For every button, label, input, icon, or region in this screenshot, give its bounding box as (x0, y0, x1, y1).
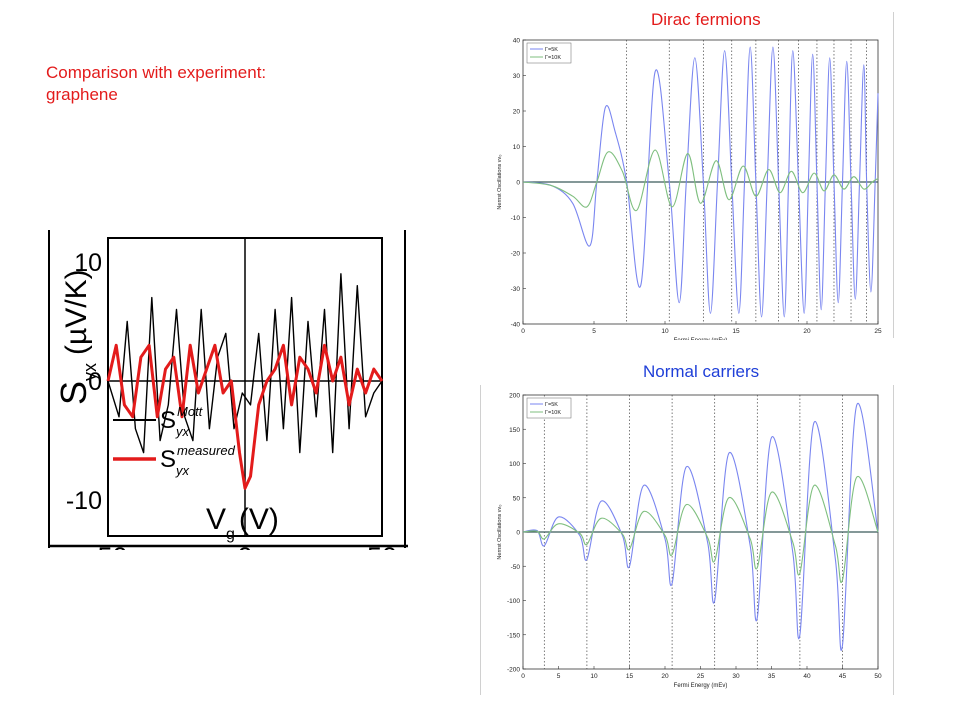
x-tick-label: 20 (803, 328, 811, 335)
y-tick-label: 200 (509, 393, 520, 400)
x-tick-label: 0 (237, 542, 252, 550)
series-line-measured (106, 343, 384, 490)
x-tick-label: 10 (590, 673, 598, 680)
heading-line-2: graphene (46, 85, 118, 104)
panel-divider (893, 12, 894, 338)
legend-box (526, 397, 572, 419)
y-tick-label: 50 (513, 495, 521, 502)
y-tick-label: 40 (513, 38, 521, 45)
y-axis-label: Syx(µV/K) (53, 269, 100, 405)
x-tick-label: 25 (874, 328, 882, 335)
series-line-5K (522, 402, 879, 651)
legend-label: SMott yx (160, 404, 204, 439)
y-tick-label: -10 (511, 215, 521, 222)
y-tick-label: -10 (66, 487, 102, 515)
legend-label: Γ=5K (545, 402, 558, 408)
x-tick-label: 10 (661, 328, 669, 335)
legend-label: Γ=10K (545, 55, 561, 61)
panel-divider (480, 385, 481, 695)
y-tick-label: 100 (509, 461, 520, 468)
y-tick-label: -40 (511, 322, 521, 329)
series-line-10K (522, 476, 879, 583)
y-tick-label: 150 (509, 427, 520, 434)
y-tick-label: -150 (507, 632, 520, 639)
y-tick-label: 30 (513, 73, 521, 80)
x-axis-label: Fermi Energy (mEv) (674, 683, 728, 689)
x-tick-label: 15 (626, 673, 634, 680)
panel-divider (893, 385, 894, 695)
x-tick-label: 30 (732, 673, 740, 680)
x-tick-label: 45 (839, 673, 847, 680)
y-tick-label: -30 (511, 286, 521, 293)
y-tick-label: -200 (507, 667, 520, 674)
y-tick-label: -50 (511, 564, 521, 571)
legend-label: Smeasured yx (160, 443, 236, 478)
legend-label: Γ=5K (545, 47, 558, 53)
y-tick-label: 0 (516, 530, 520, 537)
page-heading: Comparison with experiment: graphene (46, 62, 266, 106)
series-line-5K (522, 46, 879, 318)
x-tick-label: 0 (521, 328, 525, 335)
x-tick-label: 5 (557, 673, 561, 680)
series-line-mott (107, 273, 383, 454)
y-tick-label: 20 (513, 109, 521, 116)
y-tick-label: -100 (507, 598, 520, 605)
x-tick-label: 5 (592, 328, 596, 335)
dirac-chart-title: Dirac fermions (651, 10, 761, 29)
x-tick-label: 50 (874, 673, 882, 680)
x-tick-label: 20 (661, 673, 669, 680)
x-axis-label: Fermi Energy (mEv) (674, 338, 728, 340)
legend-box (526, 42, 572, 64)
y-tick-label: 10 (74, 249, 102, 277)
y-tick-label: -20 (511, 251, 521, 258)
series-line-10K (522, 149, 879, 211)
x-tick-label: 35 (768, 673, 776, 680)
x-tick-label: 15 (732, 328, 740, 335)
x-tick-label: 40 (803, 673, 811, 680)
y-tick-label: 10 (513, 144, 521, 151)
heading-line-1: Comparison with experiment: (46, 63, 267, 82)
x-axis-label: Vg (V) (206, 503, 279, 543)
x-tick-label: 50 (367, 542, 397, 550)
normal-chart-title: Normal carriers (643, 362, 760, 381)
y-tick-label: 0 (516, 180, 520, 187)
x-tick-label: 25 (697, 673, 705, 680)
x-tick-label: -50 (88, 542, 127, 550)
x-tick-label: 0 (521, 673, 525, 680)
y-axis-label: Nernst Oscillations νν₀ (497, 504, 503, 559)
legend-label: Γ=10K (545, 410, 561, 416)
y-tick-label: 0 (88, 368, 102, 396)
y-axis-label: Nernst Oscillations νν₀ (497, 154, 503, 209)
